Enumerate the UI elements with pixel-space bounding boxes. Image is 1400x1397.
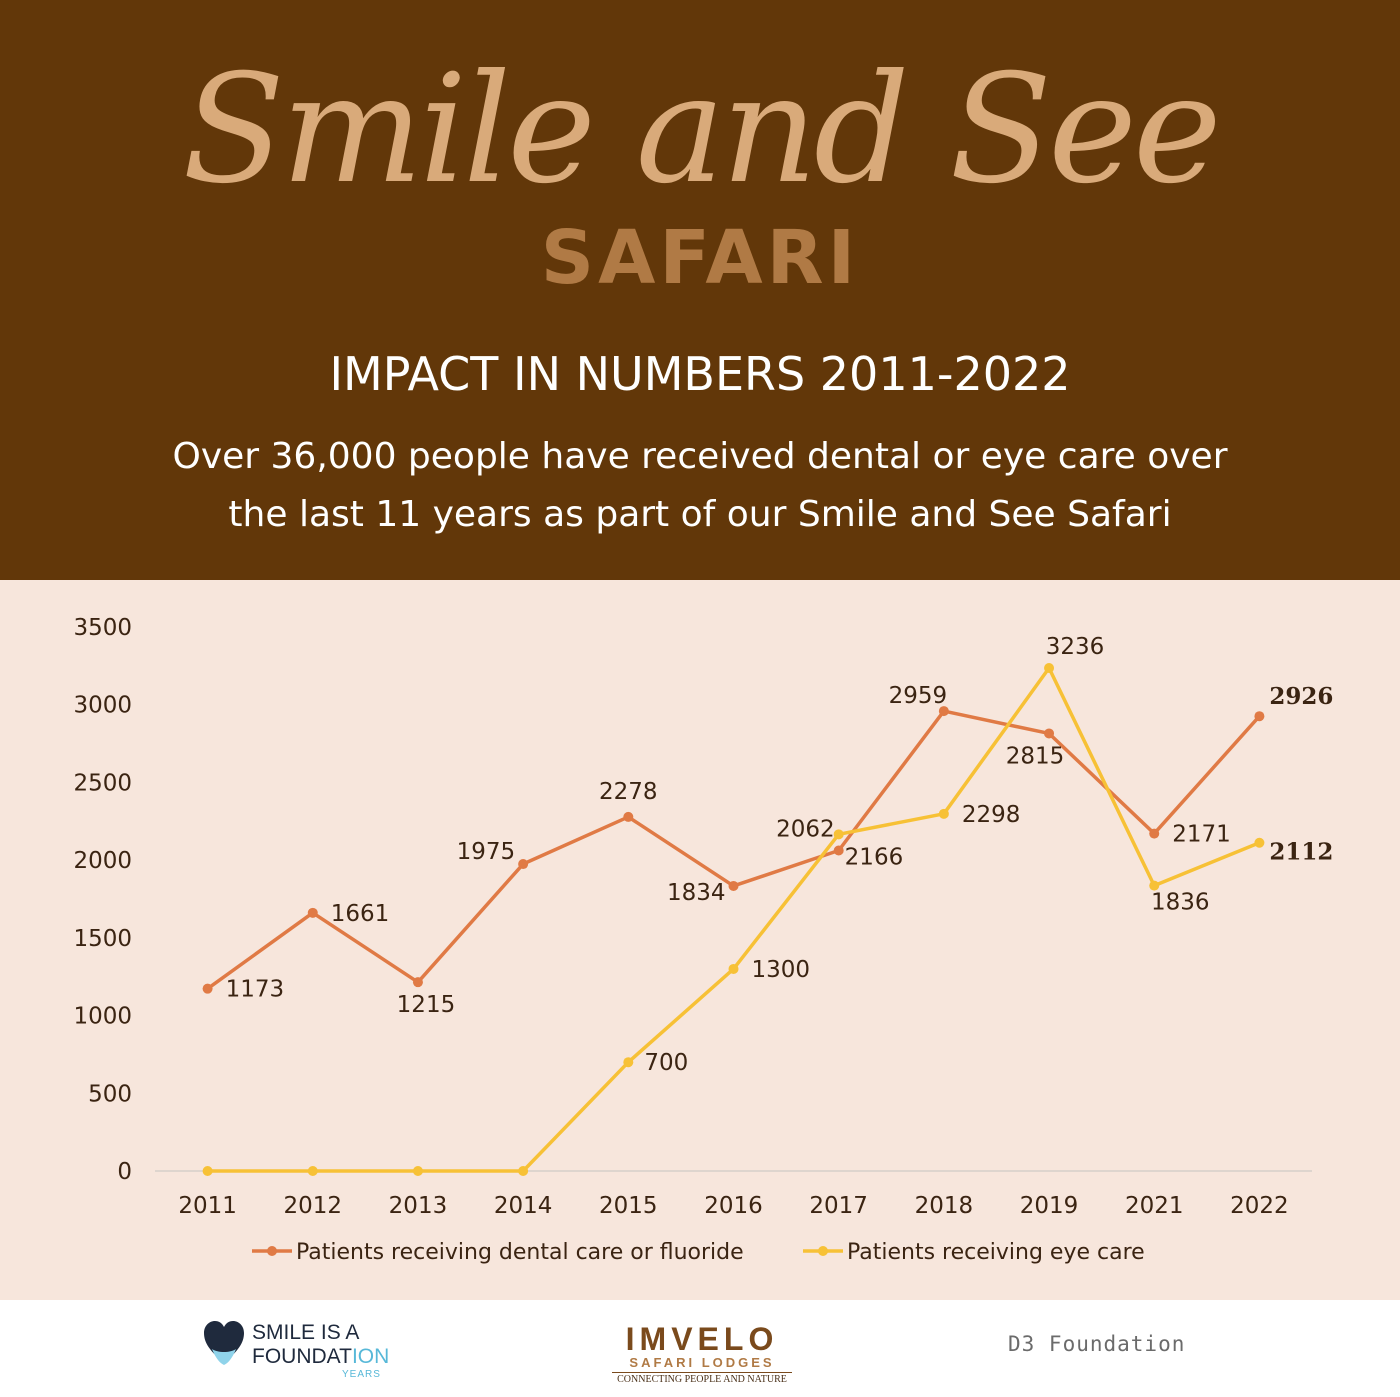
smile-logo-line2: FOUNDATION xyxy=(252,1345,389,1369)
data-point xyxy=(833,829,844,840)
data-label: 2815 xyxy=(1006,743,1065,769)
data-label: 1834 xyxy=(667,880,726,906)
y-tick-label: 2000 xyxy=(73,848,132,874)
legend-swatch-marker xyxy=(818,1246,828,1256)
smile-logo-foundat: FOUNDAT xyxy=(252,1345,352,1368)
data-label: 1836 xyxy=(1151,890,1210,916)
d3-foundation-logo: D3 Foundation xyxy=(1008,1332,1186,1356)
data-label: 2062 xyxy=(776,817,835,843)
impact-subtitle-line1: Over 36,000 people have received dental … xyxy=(172,436,1228,477)
x-tick-label: 2012 xyxy=(283,1193,342,1219)
data-label: 2278 xyxy=(599,779,658,805)
x-tick-label: 2016 xyxy=(704,1193,763,1219)
data-label: 700 xyxy=(644,1050,688,1076)
impact-heading: IMPACT IN NUMBERS 2011-2022 xyxy=(329,347,1071,401)
data-label: 3236 xyxy=(1046,634,1105,660)
x-tick-label: 2011 xyxy=(178,1193,237,1219)
data-point xyxy=(307,907,318,918)
x-tick-label: 2013 xyxy=(389,1193,448,1219)
data-label: 1661 xyxy=(331,901,390,927)
data-point xyxy=(623,811,634,822)
data-point xyxy=(518,1166,529,1176)
smile-logo-line1: SMILE IS A xyxy=(252,1321,359,1345)
x-tick-label: 2021 xyxy=(1125,1193,1184,1219)
data-point xyxy=(1149,880,1160,891)
x-tick-label: 2014 xyxy=(494,1193,553,1219)
data-label: 2959 xyxy=(889,683,948,709)
imvelo-subtitle: SAFARI LODGES xyxy=(629,1355,775,1370)
data-label: 1975 xyxy=(457,839,516,865)
data-label: 1215 xyxy=(397,992,456,1018)
data-point xyxy=(1149,828,1160,839)
data-label: 2166 xyxy=(845,844,904,870)
data-point xyxy=(307,1166,318,1176)
data-point xyxy=(1044,728,1055,739)
smile-foundation-logo: SMILE IS A FOUNDATION YEARS xyxy=(200,1315,420,1385)
y-tick-label: 3000 xyxy=(73,693,132,719)
series-line-1 xyxy=(206,709,1261,991)
data-label: 2926 xyxy=(1269,683,1333,710)
data-point xyxy=(202,983,213,994)
data-point xyxy=(938,808,949,819)
data-point xyxy=(623,1057,634,1068)
y-tick-label: 0 xyxy=(117,1159,132,1185)
impact-subtitle-line2: the last 11 years as part of our Smile a… xyxy=(228,494,1172,535)
safari-title: SAFARI xyxy=(540,215,860,301)
imvelo-logo: IMVELO SAFARI LODGES CONNECTING PEOPLE A… xyxy=(612,1322,792,1386)
y-tick-label: 500 xyxy=(88,1081,132,1107)
x-tick-label: 2022 xyxy=(1230,1193,1289,1219)
x-tick-label: 2018 xyxy=(915,1193,974,1219)
y-tick-label: 1000 xyxy=(73,1004,132,1030)
data-point xyxy=(412,977,423,988)
data-point xyxy=(1254,711,1265,722)
smile-logo-isa: IS A xyxy=(315,1321,360,1344)
imvelo-name: IMVELO xyxy=(625,1321,779,1357)
data-label: 2171 xyxy=(1172,822,1231,848)
footer-logos: SMILE IS A FOUNDATION YEARS IMVELO SAFAR… xyxy=(0,1300,1400,1397)
data-point xyxy=(202,1166,213,1176)
impact-subtitle: Over 36,000 people have received dental … xyxy=(100,428,1300,544)
line-chart: 0 500 1000 1500 2000 2500 3000 3500 2011 2012 2013… xyxy=(73,615,1333,1265)
data-point xyxy=(1254,837,1265,848)
imvelo-tagline: CONNECTING PEOPLE AND NATURE xyxy=(612,1372,792,1387)
heart-tooth-icon xyxy=(204,1321,244,1365)
smile-logo-ion: ION xyxy=(351,1345,390,1368)
legend-label: Patients receiving eye care xyxy=(847,1240,1145,1265)
x-tick-label: 2015 xyxy=(599,1193,658,1219)
data-point xyxy=(518,859,529,870)
data-point xyxy=(833,845,844,856)
chart-area: 0 500 1000 1500 2000 2500 3000 3500 2011 2012 2013… xyxy=(0,580,1400,1300)
smile-logo-word: SMILE xyxy=(252,1321,316,1344)
legend-swatch-marker xyxy=(267,1246,277,1256)
x-tick-label: 2019 xyxy=(1020,1193,1079,1219)
y-tick-label: 1500 xyxy=(73,926,132,952)
y-tick-label: 3500 xyxy=(73,615,132,641)
data-point xyxy=(1044,663,1055,674)
legend-label: Patients receiving dental care or fluori… xyxy=(296,1240,744,1265)
y-tick-label: 2500 xyxy=(73,770,132,796)
data-point xyxy=(938,706,949,717)
data-point xyxy=(728,880,739,891)
data-label: 2112 xyxy=(1269,839,1333,866)
script-title: Smile and See xyxy=(182,43,1221,217)
data-point xyxy=(412,1166,423,1176)
header-banner: Smile and See SAFARI IMPACT IN NUMBERS 2… xyxy=(0,0,1400,580)
x-tick-label: 2017 xyxy=(809,1193,868,1219)
data-label: 1173 xyxy=(226,977,285,1003)
data-point xyxy=(728,963,739,974)
data-label: 2298 xyxy=(962,802,1021,828)
smile-logo-years: YEARS xyxy=(342,1369,381,1380)
data-label: 1300 xyxy=(752,957,811,983)
